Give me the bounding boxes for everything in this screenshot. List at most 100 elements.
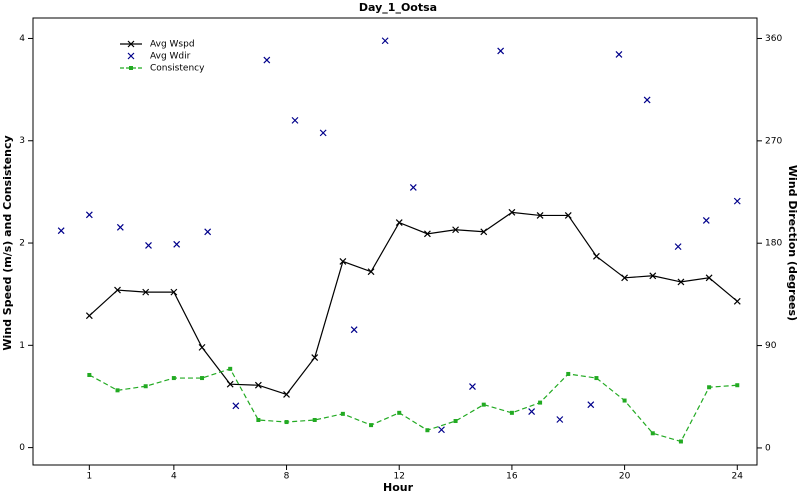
marker (678, 439, 683, 444)
marker (423, 230, 431, 238)
marker (621, 274, 629, 282)
marker (536, 211, 544, 219)
marker (538, 400, 543, 405)
marker (142, 288, 150, 296)
marker (204, 228, 212, 236)
y-axis-label: Wind Speed (m/s) and Consistency (1, 135, 14, 350)
plot-frame (32, 17, 758, 466)
y-tick-label: 4 (19, 34, 25, 44)
y2-tick-label: 360 (765, 34, 782, 44)
marker (85, 312, 93, 320)
legend-label: Avg Wdir (150, 52, 191, 62)
x-tick-label: 20 (619, 472, 631, 482)
y2-tick-label: 90 (765, 341, 777, 351)
marker (677, 278, 685, 286)
marker (592, 252, 600, 260)
marker (170, 288, 178, 296)
marker (587, 401, 595, 409)
x-tick-label: 16 (506, 472, 518, 482)
marker (733, 297, 741, 305)
marker (367, 268, 375, 276)
marker (702, 217, 710, 224)
y-tick-label: 0 (19, 443, 25, 453)
marker (369, 423, 374, 428)
marker (87, 372, 92, 377)
series-line (89, 368, 738, 443)
marker (116, 223, 124, 231)
marker (381, 37, 389, 45)
x-axis-label: Hour (383, 481, 414, 494)
marker (228, 366, 233, 371)
marker (173, 240, 181, 248)
legend-marker (127, 52, 135, 60)
legend-marker (127, 40, 135, 48)
marker (312, 417, 317, 422)
marker (566, 371, 571, 376)
marker (283, 390, 290, 398)
marker (643, 96, 651, 104)
marker (508, 208, 516, 216)
y2-tick-label: 270 (765, 136, 782, 146)
marker (452, 226, 459, 234)
chart-title: Day_1_Ootsa (359, 1, 437, 14)
marker (615, 50, 623, 58)
marker (622, 398, 627, 403)
marker (226, 380, 234, 388)
marker (469, 383, 476, 390)
marker (57, 227, 65, 235)
y-tick-label: 3 (19, 136, 25, 146)
marker (528, 408, 536, 415)
legend-label: Consistency (150, 64, 205, 74)
marker (198, 343, 206, 351)
marker (594, 376, 599, 381)
marker (339, 258, 347, 265)
marker (395, 219, 403, 227)
marker (409, 184, 417, 191)
marker (85, 211, 93, 219)
marker (284, 420, 289, 425)
marker (291, 116, 299, 124)
legend-label: Avg Wspd (150, 40, 195, 50)
series-line (88, 211, 738, 396)
marker (480, 228, 488, 236)
marker (556, 416, 564, 423)
marker (481, 402, 486, 407)
y-tick-label: 2 (19, 239, 25, 249)
x-tick-label: 8 (284, 472, 290, 482)
x-tick-label: 12 (393, 472, 404, 482)
marker (509, 410, 514, 415)
marker (425, 428, 430, 433)
marker (232, 402, 240, 410)
marker (735, 383, 740, 388)
marker (145, 242, 152, 249)
marker (674, 243, 682, 251)
marker (340, 411, 345, 416)
marker (733, 197, 741, 205)
legend-marker (129, 66, 133, 70)
marker (350, 326, 358, 334)
y2-tick-label: 180 (765, 239, 782, 249)
marker (564, 211, 572, 219)
marker (256, 417, 261, 422)
marker (650, 431, 655, 436)
marker (114, 286, 121, 294)
marker (453, 419, 458, 424)
y-tick-label: 1 (19, 341, 25, 351)
marker (115, 388, 120, 393)
x-tick-label: 1 (86, 472, 92, 482)
marker (171, 376, 176, 381)
marker (254, 381, 262, 389)
marker (319, 129, 327, 137)
y2-tick-label: 0 (765, 443, 771, 453)
marker (311, 354, 319, 362)
y2-axis-label: Wind Direction (degrees) (786, 165, 799, 321)
x-tick-label: 4 (171, 472, 177, 482)
marker (705, 274, 713, 282)
marker (143, 384, 148, 389)
marker (263, 56, 271, 64)
marker (707, 385, 712, 390)
marker (649, 272, 657, 280)
marker (397, 410, 402, 415)
